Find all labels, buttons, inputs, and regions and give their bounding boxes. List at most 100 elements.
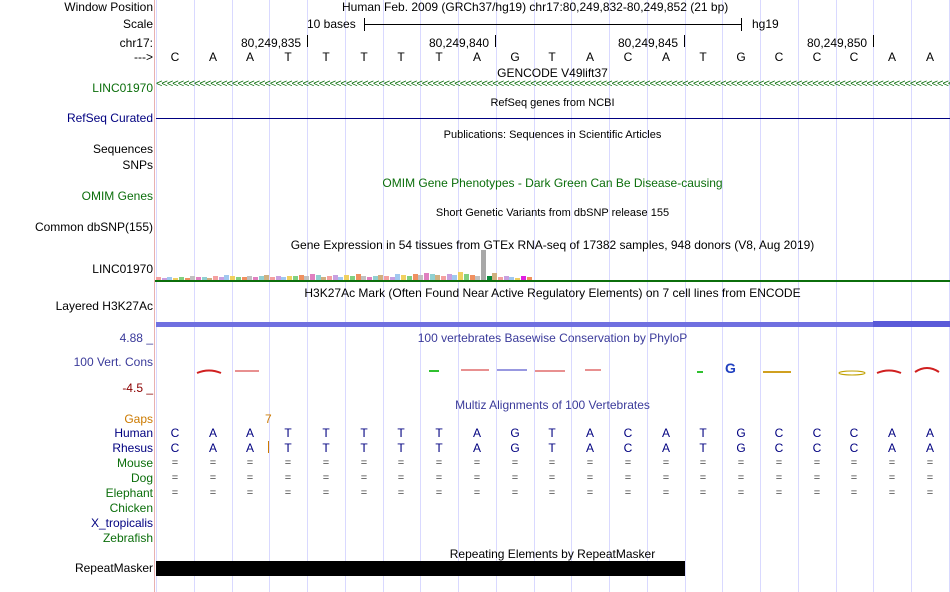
gtex-tissue-bar[interactable] [298, 275, 304, 280]
gtex-tissue-bar[interactable] [412, 274, 418, 280]
gtex-tissue-bar[interactable] [321, 277, 327, 280]
gtex-tissue-bar[interactable] [344, 275, 350, 280]
publications-track-title[interactable]: Publications: Sequences in Scientific Ar… [443, 129, 662, 141]
gtex-tissue-bar[interactable] [406, 276, 412, 280]
gtex-tissue-bar[interactable] [458, 272, 464, 280]
repeatmasker-element[interactable] [156, 561, 685, 576]
multiz-species-label[interactable]: Mouse [116, 456, 153, 470]
multiz-species-label[interactable]: Dog [130, 471, 153, 485]
gtex-tissue-bar[interactable] [327, 276, 332, 280]
gtex-tissue-bar[interactable] [178, 277, 184, 280]
gtex-tissue-bar[interactable] [378, 275, 384, 280]
gtex-tissue-bar[interactable] [384, 276, 389, 280]
gtex-track-title[interactable]: Gene Expression in 54 tissues from GTEx … [290, 238, 815, 252]
gtex-tissue-bar[interactable] [230, 276, 236, 280]
gtex-tissue-bar[interactable] [492, 273, 498, 280]
gtex-tissue-bar[interactable] [435, 275, 441, 280]
gtex-tissue-bar[interactable] [526, 277, 532, 280]
gtex-tissue-bar[interactable] [332, 275, 338, 280]
gtex-tissue-bar[interactable] [309, 274, 315, 280]
gtex-tissue-bar[interactable] [258, 276, 264, 280]
repeatmasker-track-label[interactable]: RepeatMasker [74, 561, 153, 575]
gtex-tissue-bar[interactable] [281, 277, 287, 280]
gtex-tissue-bar[interactable] [498, 277, 503, 280]
multiz-species-label[interactable]: Chicken [109, 501, 153, 515]
gtex-tissue-bar[interactable] [167, 277, 173, 280]
gtex-tissue-bar[interactable] [463, 274, 469, 280]
multiz-species-label[interactable]: X_tropicalis [90, 516, 153, 530]
gtex-tissue-bar[interactable] [247, 276, 253, 280]
gtex-tissue-bar[interactable] [372, 276, 378, 280]
gtex-tissue-bar[interactable] [201, 277, 207, 280]
gtex-tissue-bar[interactable] [366, 277, 372, 280]
gtex-tissue-bar[interactable] [161, 278, 167, 280]
gtex-tissue-bar[interactable] [475, 276, 481, 280]
gtex-tissue-bar[interactable] [184, 278, 190, 280]
omim-track-label[interactable]: OMIM Genes [81, 189, 153, 203]
gtex-tissue-bar[interactable] [190, 276, 196, 280]
multiz-track-title[interactable]: Multiz Alignments of 100 Vertebrates [455, 398, 650, 412]
gencode-track-label[interactable]: LINC01970 [92, 81, 153, 95]
gtex-tissue-bar[interactable] [480, 250, 486, 280]
gtex-tissue-bar[interactable] [509, 277, 515, 280]
gtex-tissue-bar[interactable] [486, 276, 492, 280]
gtex-tissue-bar[interactable] [520, 276, 526, 280]
gtex-tissue-bar[interactable] [361, 276, 367, 280]
gtex-tissue-bar[interactable] [315, 275, 321, 280]
publications-track-label[interactable]: Sequences [92, 142, 153, 156]
gtex-tissue-bar[interactable] [304, 276, 310, 280]
h3k27ac-signal-peak[interactable] [873, 321, 950, 327]
phylop-conservation-glyphs[interactable]: G [155, 360, 950, 380]
gtex-tissue-bar[interactable] [241, 277, 247, 280]
gtex-tissue-bar[interactable] [389, 277, 395, 280]
gtex-tissue-bar[interactable] [292, 276, 298, 280]
gtex-tissue-bar[interactable] [235, 277, 241, 280]
gtex-tissue-bar[interactable] [429, 274, 435, 280]
gtex-tissue-bar[interactable] [423, 273, 429, 280]
gtex-expression-bars[interactable] [156, 250, 536, 280]
h3k27ac-track-label[interactable]: Layered H3K27Ac [55, 299, 153, 313]
multiz-species-label[interactable]: Zebrafish [102, 531, 153, 545]
gtex-tissue-bar[interactable] [355, 274, 361, 280]
phylop-track-title[interactable]: 100 vertebrates Basewise Conservation by… [417, 331, 688, 345]
gtex-tissue-bar[interactable] [207, 278, 213, 280]
gtex-tissue-bar[interactable] [275, 276, 281, 280]
gtex-tissue-bar[interactable] [218, 277, 224, 280]
h3k27ac-track-title[interactable]: H3K27Ac Mark (Often Found Near Active Re… [304, 286, 801, 300]
gencode-gene-feature[interactable]: <<<<<<<<<<<<<<<<<<<<<<<<<<<<<<<<<<<<<<<<… [156, 78, 950, 90]
dbsnp-track-title[interactable]: Short Genetic Variants from dbSNP releas… [435, 207, 670, 219]
multiz-species-label[interactable]: Rhesus [112, 441, 153, 455]
multiz-species-label[interactable]: Human [114, 426, 153, 440]
gencode-track-title[interactable]: GENCODE V49lift37 [497, 66, 608, 80]
gtex-tissue-bar[interactable] [452, 275, 458, 280]
dbsnp-track-label[interactable]: Common dbSNP(155) [34, 220, 153, 234]
gtex-tissue-bar[interactable] [213, 276, 218, 280]
gtex-tissue-bar[interactable] [195, 277, 201, 280]
gtex-tissue-bar[interactable] [446, 274, 452, 280]
h3k27ac-signal[interactable] [156, 322, 950, 327]
gtex-tissue-bar[interactable] [503, 276, 509, 280]
gtex-tissue-bar[interactable] [441, 276, 446, 280]
phylop-track-label[interactable]: 100 Vert. Cons [73, 355, 153, 369]
repeatmasker-track-title[interactable]: Repeating Elements by RepeatMasker [449, 547, 656, 561]
gtex-tissue-bar[interactable] [338, 277, 344, 280]
refseq-gene-feature[interactable] [156, 118, 950, 119]
gtex-tissue-bar[interactable] [515, 278, 521, 280]
snps-track-label[interactable]: SNPs [122, 158, 153, 172]
refseq-track-label[interactable]: RefSeq Curated [66, 111, 153, 125]
gtex-tissue-bar[interactable] [401, 275, 407, 280]
gtex-tissue-bar[interactable] [287, 276, 293, 280]
gtex-tissue-bar[interactable] [252, 277, 258, 280]
gtex-tissue-bar[interactable] [395, 274, 401, 280]
gtex-track-label[interactable]: LINC01970 [92, 262, 153, 276]
gtex-tissue-bar[interactable] [270, 277, 275, 280]
gtex-tissue-bar[interactable] [349, 276, 355, 280]
gtex-tissue-bar[interactable] [418, 275, 424, 280]
gtex-tissue-bar[interactable] [173, 278, 179, 280]
gtex-tissue-bar[interactable] [224, 275, 230, 280]
gtex-tissue-bar[interactable] [264, 275, 270, 280]
multiz-species-label[interactable]: Elephant [105, 486, 153, 500]
omim-track-title[interactable]: OMIM Gene Phenotypes - Dark Green Can Be… [382, 176, 723, 190]
gtex-tissue-bar[interactable] [469, 275, 475, 280]
refseq-track-title[interactable]: RefSeq genes from NCBI [490, 97, 615, 109]
